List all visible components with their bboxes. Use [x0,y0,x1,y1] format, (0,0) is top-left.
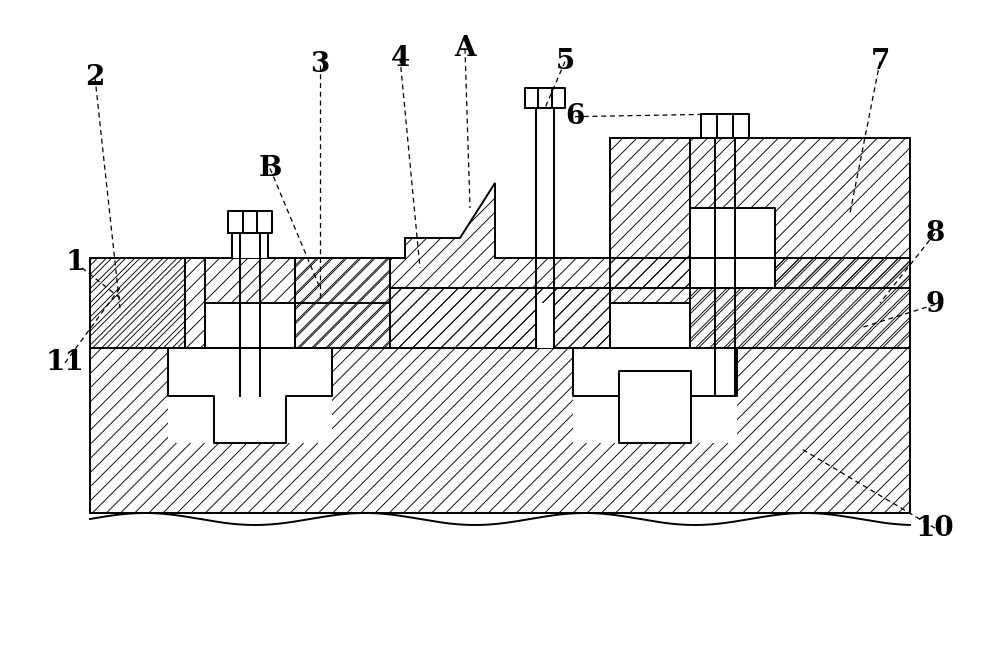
Bar [573,348,737,443]
Bar [619,371,691,396]
Bar [525,88,565,108]
Text: 8: 8 [925,220,945,247]
Bar [205,303,295,348]
Text: 2: 2 [85,64,105,91]
Polygon shape [690,258,910,348]
Bar [228,211,272,233]
Text: 9: 9 [925,291,945,318]
Bar [610,303,690,348]
Text: 6: 6 [565,103,585,130]
Text: A: A [454,35,476,62]
Polygon shape [90,348,910,513]
Text: 3: 3 [310,51,330,78]
Polygon shape [295,258,390,348]
Bar [536,108,554,238]
Polygon shape [90,258,185,348]
Bar [168,348,332,443]
Polygon shape [610,138,910,288]
Bar [232,233,268,258]
Text: 10: 10 [916,515,954,542]
Text: 11: 11 [46,349,84,376]
Text: 1: 1 [65,249,85,276]
Polygon shape [390,258,610,348]
Bar [690,208,775,288]
Text: 5: 5 [555,48,575,75]
Polygon shape [390,183,610,288]
Polygon shape [90,258,910,348]
Text: 4: 4 [390,45,410,72]
Text: 7: 7 [870,48,890,75]
Bar [701,114,749,138]
Bar [536,303,554,348]
Text: B: B [258,155,282,182]
